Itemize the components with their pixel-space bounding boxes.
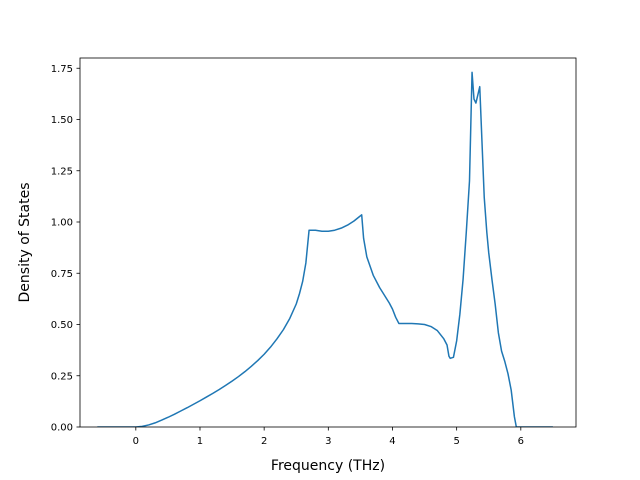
y-tick-label: 1.25 bbox=[51, 166, 73, 177]
y-axis: 0.00 0.25 0.50 0.75 1.00 1.25 1.50 1.75 bbox=[51, 64, 80, 434]
y-tick-label: 0.50 bbox=[51, 320, 73, 331]
y-tick-label: 0.75 bbox=[51, 269, 73, 280]
y-tick-label: 0.25 bbox=[51, 371, 73, 382]
series-line-0 bbox=[97, 71, 553, 427]
y-tick-label: 1.00 bbox=[51, 218, 73, 229]
x-tick-label: 3 bbox=[325, 436, 331, 447]
x-tick-label: 0 bbox=[133, 436, 139, 447]
x-tick-label: 2 bbox=[261, 436, 267, 447]
x-axis: 0 1 2 3 4 5 6 bbox=[133, 427, 524, 447]
x-tick-label: 4 bbox=[389, 436, 395, 447]
y-tick-label: 1.75 bbox=[51, 64, 73, 75]
x-tick-label: 5 bbox=[453, 436, 459, 447]
y-tick-label: 1.50 bbox=[51, 115, 73, 126]
plot-area bbox=[97, 71, 553, 427]
x-axis-label: Frequency (THz) bbox=[271, 458, 385, 474]
x-tick-label: 1 bbox=[197, 436, 203, 447]
axes-frame bbox=[79, 57, 577, 428]
y-axis-label: Density of States bbox=[17, 183, 33, 303]
y-tick-label: 0.00 bbox=[51, 423, 73, 434]
x-tick-label: 6 bbox=[518, 436, 524, 447]
